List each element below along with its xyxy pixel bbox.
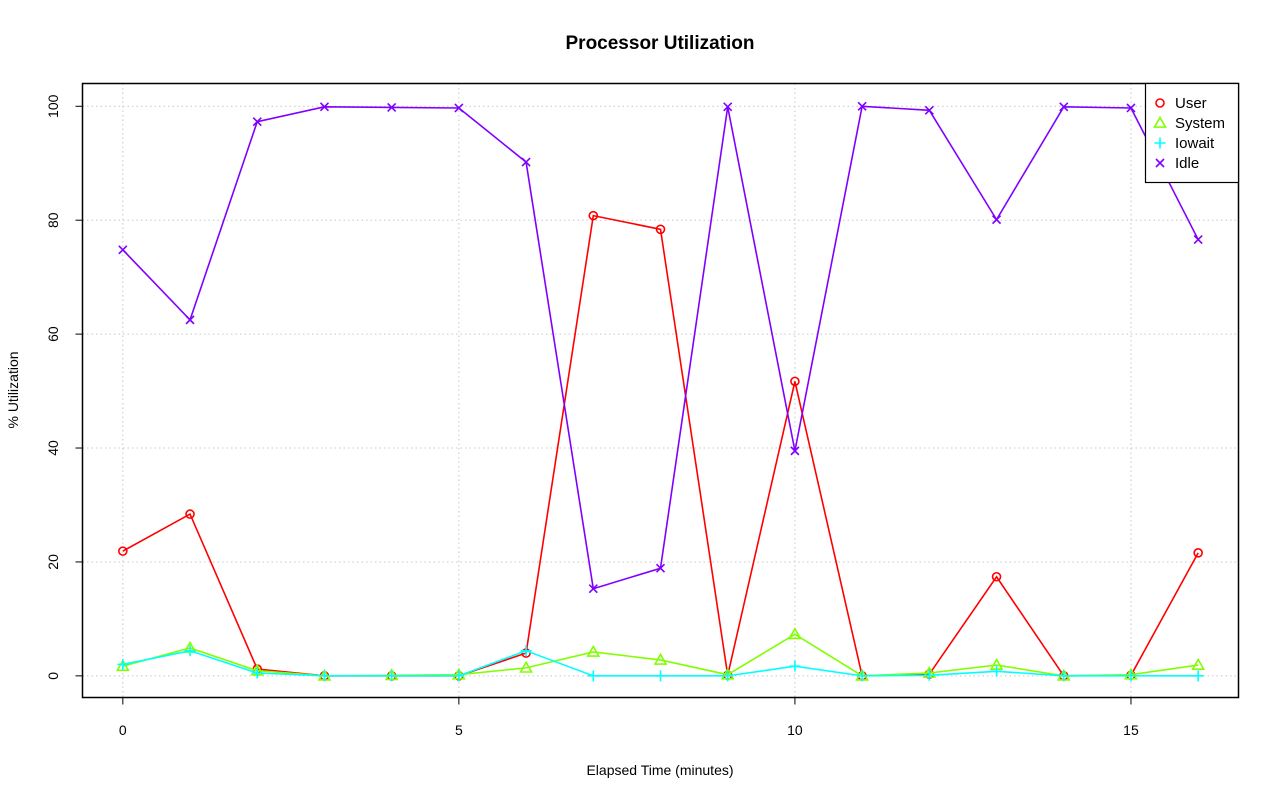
- data-point-system: [1191, 657, 1206, 670]
- legend: User System Iowait Idle: [1144, 82, 1240, 184]
- legend-item-idle: Idle: [1155, 155, 1199, 172]
- data-point-idle: [118, 245, 128, 255]
- data-point-iowait: [386, 670, 398, 682]
- data-point-user: [588, 210, 599, 221]
- y-tick-label: 0: [45, 672, 61, 680]
- data-point-idle: [319, 102, 330, 112]
- series-layer: [115, 101, 1206, 682]
- data-point-user: [655, 224, 666, 235]
- data-point-idle: [1126, 103, 1136, 113]
- legend-label-idle: Idle: [1175, 155, 1199, 172]
- legend-item-user: User: [1155, 95, 1207, 112]
- data-point-system: [653, 652, 668, 665]
- data-point-iowait: [923, 669, 935, 681]
- legend-marker-idle: [1155, 158, 1165, 168]
- data-point-iowait: [520, 645, 532, 657]
- legend-item-system: System: [1153, 115, 1225, 132]
- data-point-iowait: [184, 645, 196, 657]
- data-point-user: [1193, 548, 1203, 558]
- data-point-iowait: [1058, 670, 1070, 682]
- legend-box: [1144, 82, 1240, 184]
- series-iowait: [117, 645, 1204, 682]
- data-point-iowait: [117, 658, 129, 670]
- chart-title: Processor Utilization: [566, 33, 755, 54]
- data-point-iowait: [251, 667, 263, 679]
- data-point-system: [788, 627, 802, 640]
- data-point-iowait: [453, 670, 465, 682]
- x-tick-label: 15: [1123, 722, 1139, 738]
- data-point-system: [586, 644, 601, 657]
- legend-marker-system: [1153, 115, 1167, 128]
- legend-label-user: User: [1175, 95, 1207, 112]
- data-point-iowait: [318, 670, 330, 682]
- data-point-idle: [252, 117, 262, 127]
- legend-marker-user: [1155, 98, 1165, 108]
- y-tick-label: 100: [45, 94, 61, 118]
- y-axis-label: % Utilization: [5, 351, 21, 428]
- data-point-idle: [857, 101, 867, 111]
- axes: 0 5 10 15 0 20 40 60 80 100: [45, 94, 1139, 738]
- data-point-iowait: [722, 670, 734, 682]
- x-tick-label: 0: [119, 722, 127, 738]
- y-tick-label: 80: [45, 212, 61, 228]
- data-point-iowait: [655, 670, 666, 682]
- data-point-idle: [991, 215, 1002, 225]
- data-point-idle: [723, 102, 733, 112]
- data-point-idle: [1059, 102, 1069, 112]
- data-point-idle: [588, 584, 598, 594]
- legend-label-iowait: Iowait: [1175, 135, 1215, 152]
- data-point-iowait: [1192, 670, 1204, 682]
- data-point-iowait: [789, 660, 801, 672]
- x-axis-label: Elapsed Time (minutes): [586, 762, 733, 778]
- data-point-user: [185, 509, 195, 519]
- data-point-user: [790, 376, 800, 387]
- data-point-iowait: [1125, 670, 1137, 682]
- legend-marker-iowait: [1154, 137, 1166, 149]
- data-point-idle: [454, 103, 464, 113]
- data-point-idle: [924, 105, 934, 115]
- legend-label-system: System: [1175, 115, 1225, 132]
- data-point-iowait: [856, 670, 868, 682]
- y-tick-label: 40: [45, 440, 61, 456]
- grid-lines: [82, 83, 1239, 698]
- data-point-system: [519, 660, 533, 673]
- data-point-idle: [185, 315, 195, 325]
- data-point-idle: [655, 563, 666, 573]
- legend-item-iowait: Iowait: [1154, 135, 1215, 152]
- data-point-idle: [790, 446, 800, 456]
- y-tick-label: 60: [45, 326, 61, 342]
- data-point-idle: [521, 157, 531, 167]
- x-tick-label: 10: [787, 722, 803, 738]
- y-tick-label: 20: [45, 554, 61, 570]
- data-point-user: [991, 571, 1002, 582]
- data-point-idle: [387, 102, 397, 112]
- data-point-idle: [1193, 234, 1203, 245]
- data-point-iowait: [991, 665, 1003, 677]
- data-point-system: [115, 659, 130, 672]
- series-idle: [118, 101, 1203, 594]
- x-tick-label: 5: [455, 722, 463, 738]
- data-point-iowait: [587, 670, 599, 682]
- data-point-user: [118, 546, 128, 556]
